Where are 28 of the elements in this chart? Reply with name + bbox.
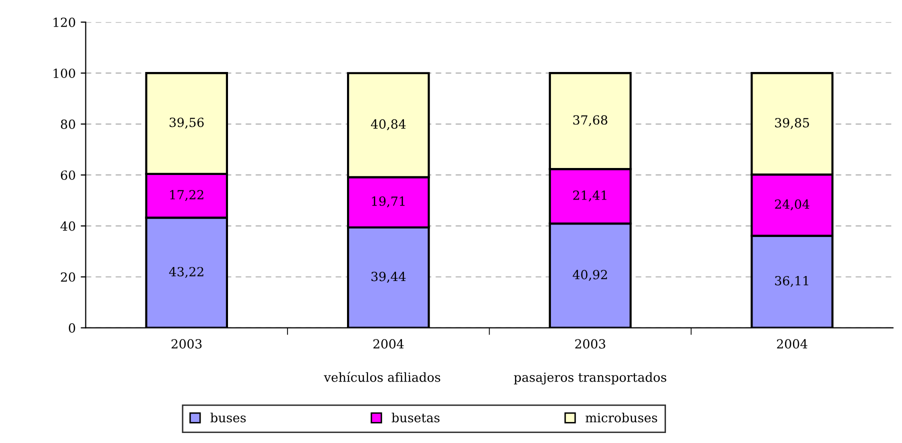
data-label: 39,85 xyxy=(775,118,809,129)
text: pasajeros transportados xyxy=(514,372,666,385)
y-tick-label: 60 xyxy=(60,170,76,180)
y-tick-label: 100 xyxy=(54,68,76,78)
data-label: 43,22 xyxy=(169,266,204,278)
legend-label: buses xyxy=(210,412,246,422)
data-label: 36,11 xyxy=(775,276,808,287)
data-label: 40,84 xyxy=(370,119,406,130)
data-label: 24,04 xyxy=(775,199,810,210)
y-tick-label: 0 xyxy=(68,323,76,333)
data-label: 39,44 xyxy=(371,272,406,283)
legend-label: busetas xyxy=(392,412,440,422)
data-label: 17,22 xyxy=(170,190,204,201)
y-tick-label: 40 xyxy=(60,221,76,231)
x-tick-label: 2004 xyxy=(373,339,404,349)
data-label: 21,41 xyxy=(573,190,606,202)
data-label: 37,68 xyxy=(573,115,608,126)
text: vehículos afiliados xyxy=(324,372,440,382)
y-tick-label: 120 xyxy=(54,18,76,28)
y-tick-label: 80 xyxy=(60,120,76,129)
data-label: 19,71 xyxy=(372,196,405,208)
legend-label: microbuses xyxy=(586,412,658,422)
x-tick-label: 2003 xyxy=(172,339,202,349)
x-tick-label: 2004 xyxy=(777,339,808,349)
data-label: 39,56 xyxy=(170,118,204,129)
data-label: 40,92 xyxy=(572,270,607,281)
y-tick-label: 20 xyxy=(60,272,76,282)
x-tick-label: 2003 xyxy=(575,339,606,349)
